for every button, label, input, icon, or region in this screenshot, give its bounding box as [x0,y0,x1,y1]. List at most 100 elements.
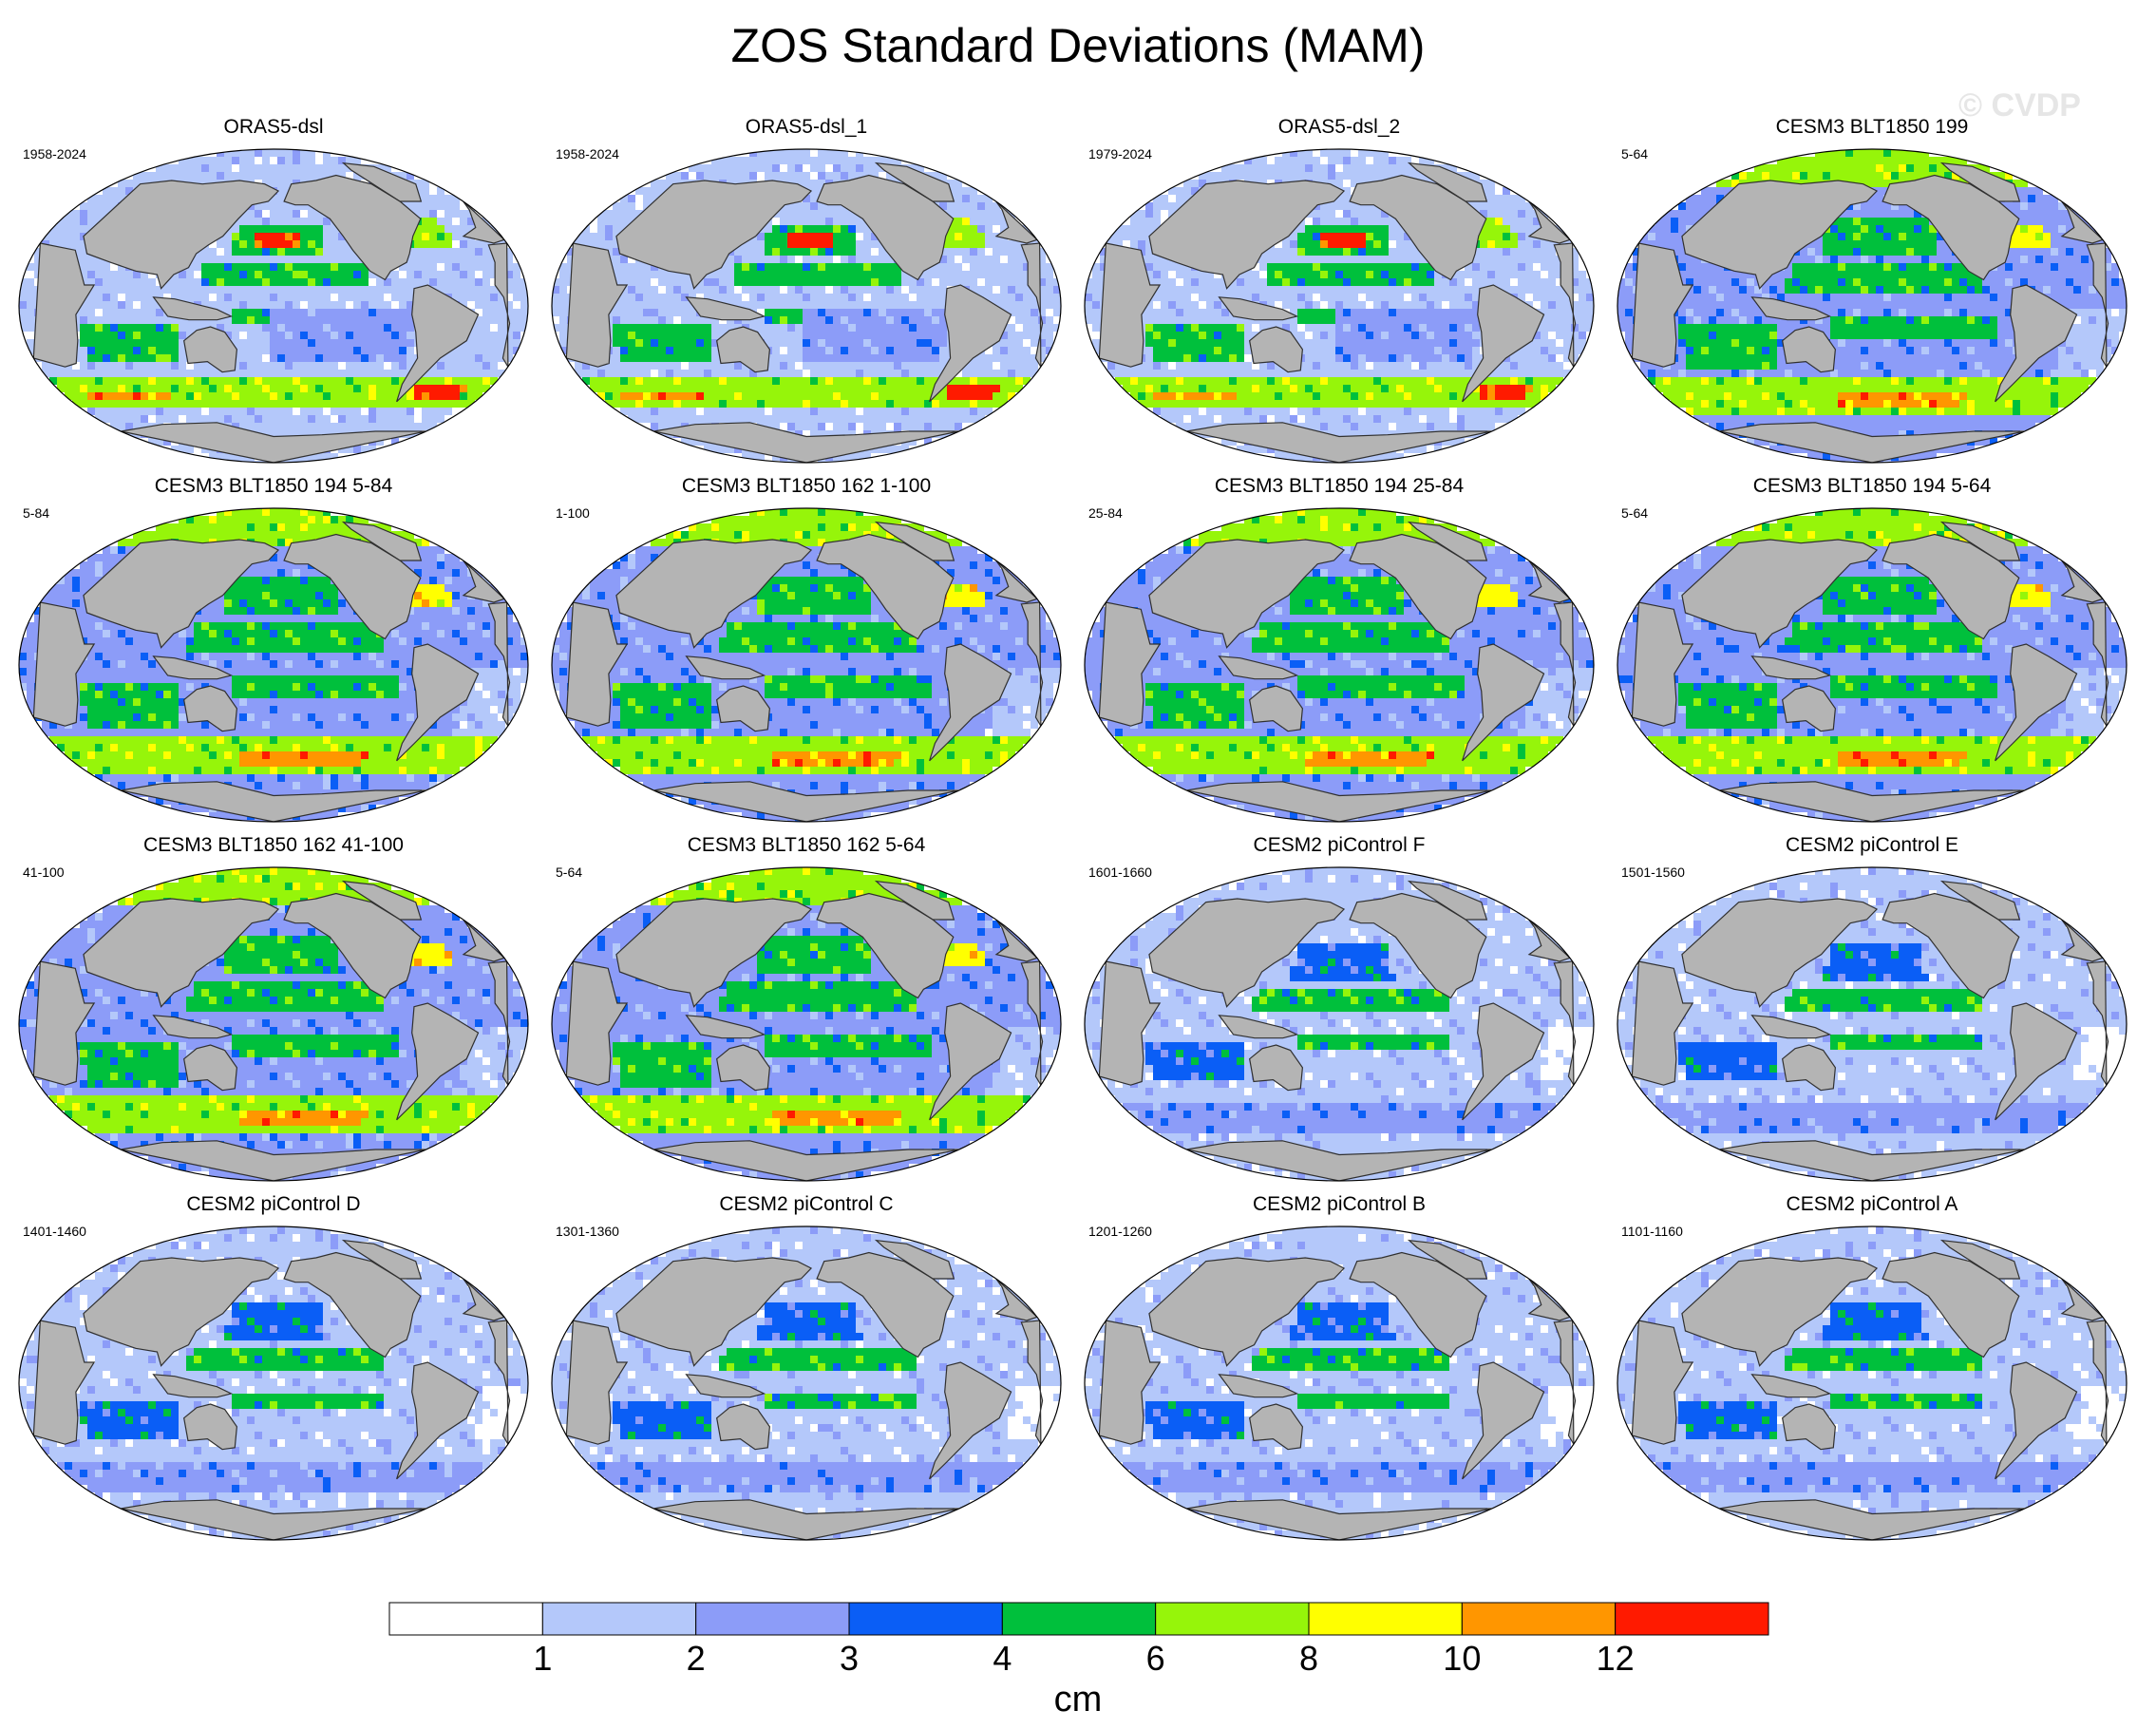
grid-cell [1449,164,1457,172]
grid-cell [376,347,384,354]
grid-cell [1313,210,1320,218]
grid-cell [118,415,125,423]
grid-cell [482,294,490,301]
grid-cell [1510,225,1518,233]
grid-cell [818,256,825,263]
grid-cell [1259,157,1267,164]
grid-cell [224,370,232,377]
grid-cell [1335,225,1343,233]
grid-cell [224,377,232,385]
grid-cell [1046,294,1053,301]
grid-cell [924,400,932,408]
grid-cell [1153,195,1161,202]
grid-cell [232,248,239,256]
grid-cell [962,202,970,210]
grid-cell [293,415,300,423]
grid-cell [628,210,635,218]
grid-cell [939,263,947,271]
grid-cell [795,240,803,248]
grid-cell [186,172,194,180]
grid-cell [300,385,308,392]
grid-cell [163,385,171,392]
grid-cell [300,415,308,423]
grid-cell [924,408,932,415]
grid-cell [909,354,917,362]
grid-cell [125,309,133,316]
grid-cell [1031,347,1038,354]
grid-cell [1404,157,1411,164]
grid-cell [353,172,361,180]
grid-cell [1237,172,1244,180]
grid-cell [613,324,620,332]
grid-cell [103,408,110,415]
grid-cell [1358,149,1366,157]
grid-cell [628,415,635,423]
grid-cell [795,233,803,240]
grid-cell [171,164,179,172]
grid-cell [414,202,422,210]
grid-cell [399,423,407,430]
grid-cell [505,248,513,256]
grid-cell [194,446,201,453]
grid-cell [285,370,293,377]
grid-cell [156,164,163,172]
grid-cell [95,202,103,210]
grid-cell [384,278,391,286]
grid-cell [863,263,871,271]
grid-cell [300,309,308,316]
grid-cell [308,385,315,392]
grid-cell [186,362,194,370]
grid-cell [924,286,932,294]
grid-cell [95,392,103,400]
grid-cell [833,157,841,164]
grid-cell [331,408,338,415]
grid-cell [148,301,156,309]
grid-cell [148,278,156,286]
grid-cell [391,362,399,370]
grid-cell [597,225,605,233]
grid-cell [658,278,666,286]
grid-cell [247,210,255,218]
grid-cell [391,271,399,278]
grid-cell [247,324,255,332]
grid-cell [1487,202,1495,210]
grid-cell [711,294,719,301]
grid-cell [513,309,520,316]
grid-cell [909,286,917,294]
page-title: ZOS Standard Deviations (MAM) [0,17,2156,74]
grid-cell [209,164,217,172]
grid-cell [917,286,924,294]
grid-cell [666,301,673,309]
grid-cell [628,377,635,385]
grid-cell [985,263,993,271]
grid-cell [613,362,620,370]
grid-cell [841,461,848,463]
grid-cell [482,278,490,286]
grid-cell [1366,164,1373,172]
grid-cell [597,370,605,377]
grid-cell [719,392,727,400]
grid-cell [338,392,346,400]
grid-cell [985,377,993,385]
grid-cell [955,423,962,430]
grid-cell [179,172,186,180]
grid-cell [323,453,331,461]
grid-cell [255,392,262,400]
grid-cell [886,377,894,385]
grid-cell [224,324,232,332]
grid-cell [437,415,444,423]
grid-cell [993,218,1000,225]
grid-cell [239,332,247,339]
grid-cell [932,332,939,339]
grid-cell [985,240,993,248]
grid-cell [673,370,681,377]
grid-cell [605,225,613,233]
grid-cell [772,332,780,339]
grid-cell [110,400,118,408]
grid-cell [985,210,993,218]
grid-cell [331,233,338,240]
grid-cell [1038,263,1046,271]
grid-cell [825,385,833,392]
grid-cell [901,423,909,430]
grid-cell [871,347,879,354]
